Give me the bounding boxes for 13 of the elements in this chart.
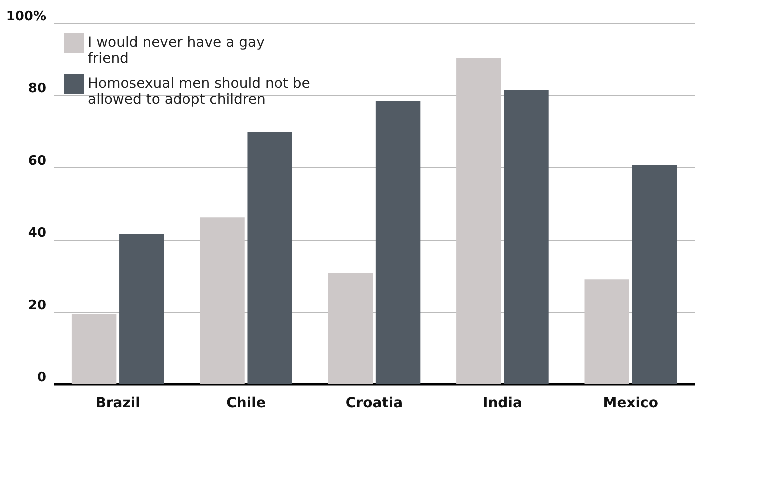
legend-label: I would never have a gay friend bbox=[88, 35, 265, 67]
y-tick-label: 100% bbox=[6, 10, 46, 24]
x-tick-label: India bbox=[482, 396, 522, 412]
x-tick-label: Brazil bbox=[96, 396, 140, 412]
x-tick-label: Croatia bbox=[346, 396, 404, 412]
y-tick-label: 60 bbox=[28, 154, 46, 169]
y-tick-label: 80 bbox=[28, 82, 46, 97]
y-tick-label: 20 bbox=[28, 298, 46, 314]
y-tick-label: 0 bbox=[37, 370, 46, 386]
legend-label: Homosexual men should not be allowed to adopt children bbox=[88, 76, 310, 108]
x-tick-label: Mexico bbox=[603, 396, 659, 412]
x-tick-label: Chile bbox=[226, 396, 266, 412]
y-tick-label: 40 bbox=[28, 226, 46, 242]
